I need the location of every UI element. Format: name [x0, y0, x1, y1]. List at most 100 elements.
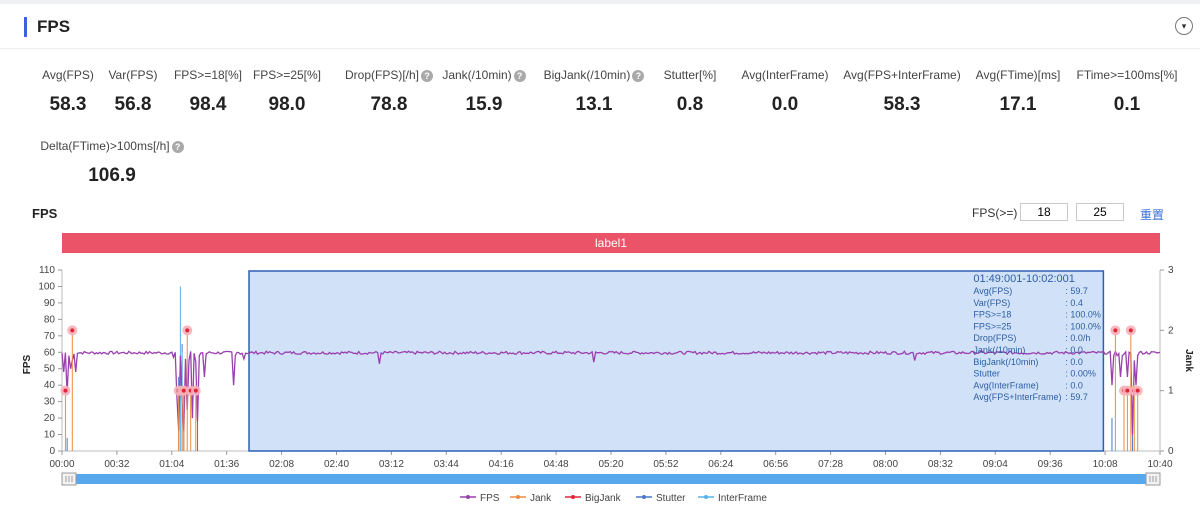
jank-marker: [185, 328, 190, 333]
label-band[interactable]: label1: [62, 233, 1160, 253]
metric-label: Jank(/10min)?: [404, 68, 564, 82]
x-tick-label: 00:32: [104, 459, 129, 470]
legend-label: InterFrame: [718, 493, 767, 504]
x-tick-label: 10:40: [1147, 459, 1172, 470]
y-tick-label: 20: [44, 413, 56, 424]
metric-value: 56.8: [114, 94, 152, 115]
x-tick-label: 05:20: [598, 459, 623, 470]
metric-value: 15.9: [465, 94, 503, 115]
header-accent-bar: [24, 17, 27, 37]
metric-label: Avg(FPS+InterFrame): [843, 68, 961, 82]
selection-stat-label: Avg(FPS): [973, 286, 1012, 296]
y2-tick-label: 0: [1168, 446, 1174, 457]
selection-stat-value: : 0.0/h: [1065, 333, 1090, 343]
help-icon[interactable]: ?: [421, 69, 433, 82]
selection-stat-value: : 0.0: [1065, 345, 1083, 355]
y-tick-label: 90: [44, 298, 56, 309]
metric-3: FPS>=25[%] 98.0: [207, 68, 367, 116]
x-tick-label: 05:52: [653, 459, 678, 470]
y2-tick-label: 2: [1168, 325, 1174, 336]
metric-label: Stutter[%]: [663, 68, 717, 82]
collapse-chevron-icon[interactable]: ▾: [1175, 17, 1193, 35]
y-tick-label: 40: [44, 380, 56, 391]
metric-0: Avg(FPS) 58.3: [0, 68, 148, 116]
selection-stat-label: Jank(/10min): [973, 345, 1025, 355]
legend-label: BigJank: [585, 493, 622, 504]
x-tick-label: 01:04: [159, 459, 184, 470]
selection-stat-label: Var(FPS): [973, 298, 1010, 308]
x-tick-label: 01:36: [214, 459, 239, 470]
help-icon[interactable]: ?: [513, 69, 526, 82]
metric-5: Jank(/10min)? 15.9: [404, 68, 564, 116]
selection-stat-label: FPS>=18: [973, 310, 1011, 320]
jank-marker: [193, 388, 198, 393]
x-tick-label: 00:00: [49, 459, 74, 470]
selection-stat-value: : 59.7: [1065, 286, 1088, 296]
metric-9: Avg(FPS+InterFrame) 58.3: [822, 68, 982, 116]
y2-tick-label: 3: [1168, 265, 1174, 276]
metric-label: FTime>=100ms[%]: [1076, 68, 1178, 82]
jank-marker: [1135, 388, 1140, 393]
metric-value: 13.1: [575, 94, 613, 115]
y-tick-label: 50: [44, 364, 56, 375]
fps-threshold-label: FPS(>=): [972, 206, 1018, 220]
selection-region: [248, 270, 1105, 452]
metric-label: Avg(InterFrame): [741, 68, 829, 82]
metric-6: BigJank(/10min)? 13.1: [514, 68, 674, 116]
y2-axis-title: Jank: [1183, 349, 1194, 372]
section-title: FPS: [37, 17, 71, 36]
y-tick-label: 80: [44, 314, 56, 325]
legend-dot-fps: [466, 495, 470, 499]
metric-value: 0.0: [771, 94, 799, 115]
zoom-scrollbar[interactable]: [62, 474, 1160, 484]
help-icon[interactable]: ?: [632, 69, 645, 82]
metric-label: FPS>=18[%]: [173, 68, 243, 82]
legend-dot-jank: [516, 495, 520, 499]
metric-label: Drop(FPS)[/h]?: [309, 68, 469, 82]
fps-threshold-input-1[interactable]: [1020, 203, 1068, 221]
metric-label: Avg(FTime)[ms]: [975, 68, 1061, 82]
fps-chart[interactable]: 0 10 20 30 40 50 60 70 80 90 100 110 0 1 2 3 00:00 00:32 0…: [0, 255, 1200, 510]
selection-stat-value: : 0.0: [1065, 357, 1083, 367]
metric-12: Delta(FTime)>100ms[/h]? 106.9: [32, 139, 192, 187]
selection-title: 01:49:001-10:02:001: [973, 273, 1075, 285]
reset-button[interactable]: 重置: [1140, 208, 1165, 222]
selection-stat-value: : 100.0%: [1065, 321, 1101, 331]
metric-label: FPS>=25[%]: [252, 68, 322, 82]
metric-4: Drop(FPS)[/h]? 78.8: [309, 68, 469, 116]
selection-stat-label: Avg(FPS+InterFrame): [973, 392, 1061, 402]
x-tick-label: 06:56: [763, 459, 788, 470]
metric-label: BigJank(/10min)?: [514, 68, 674, 82]
legend-dot-interframe: [704, 495, 708, 499]
metric-value: 0.8: [676, 94, 704, 115]
jank-marker: [1125, 388, 1130, 393]
x-tick-label: 02:40: [324, 459, 349, 470]
x-tick-label: 03:12: [379, 459, 404, 470]
metric-7: Stutter[%] 0.8: [610, 68, 770, 116]
selection-stat-value: : 100.0%: [1065, 310, 1101, 320]
metric-value: 98.0: [268, 94, 306, 115]
y2-tick-label: 1: [1168, 386, 1174, 397]
metric-11: FTime>=100ms[%] 0.1: [1047, 68, 1200, 116]
jank-marker: [181, 388, 186, 393]
x-tick-label: 03:44: [434, 459, 459, 470]
jank-marker: [1128, 328, 1133, 333]
jank-marker: [70, 328, 75, 333]
legend-label: Stutter: [656, 493, 686, 504]
legend-dot-bigjank: [571, 495, 575, 499]
x-tick-label: 08:32: [928, 459, 953, 470]
x-tick-label: 09:04: [983, 459, 1008, 470]
y-tick-label: 10: [44, 430, 56, 441]
help-icon[interactable]: ?: [171, 140, 184, 153]
fps-threshold-input-2[interactable]: [1076, 203, 1124, 221]
top-border: [0, 0, 1200, 4]
x-tick-label: 09:36: [1038, 459, 1063, 470]
section-header: FPS: [24, 14, 70, 40]
metric-value: 98.4: [189, 94, 227, 115]
metric-value: 78.8: [370, 94, 408, 115]
jank-marker: [63, 388, 68, 393]
x-tick-label: 07:28: [818, 459, 843, 470]
x-tick-label: 02:08: [269, 459, 294, 470]
selection-stat-label: Drop(FPS): [973, 333, 1016, 343]
x-tick-label: 06:24: [708, 459, 733, 470]
